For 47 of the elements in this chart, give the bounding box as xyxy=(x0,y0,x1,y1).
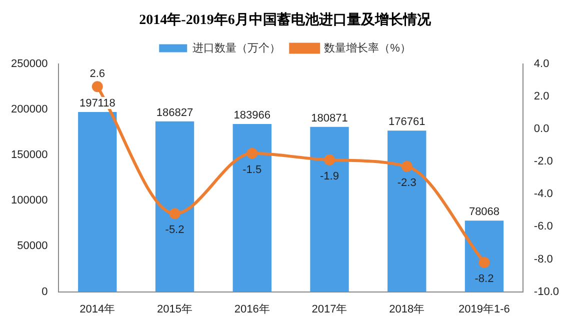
bar xyxy=(232,124,272,292)
bar xyxy=(155,121,194,292)
point xyxy=(324,154,335,166)
point xyxy=(246,148,258,159)
data-label: 180871 xyxy=(311,112,348,124)
y2-tick-label: -8.0 xyxy=(534,253,553,266)
y2-tick-label: -2.0 xyxy=(534,156,553,168)
y-tick-label: 50000 xyxy=(17,240,48,252)
y-tick-label: 250000 xyxy=(10,58,48,70)
point xyxy=(401,160,412,172)
data-label: 2.6 xyxy=(90,68,106,80)
data-label: 197118 xyxy=(79,98,116,110)
x-tick-label: 2016年 xyxy=(234,303,270,316)
y2-tick-label: -10.0 xyxy=(534,286,560,298)
y2-tick-label: 4.0 xyxy=(534,58,550,70)
data-label: -5.2 xyxy=(165,224,184,236)
data-label: -1.5 xyxy=(242,164,262,176)
x-tick-label: 2018年 xyxy=(389,303,425,316)
bar xyxy=(464,220,504,292)
y-tick-label: 150000 xyxy=(10,149,48,162)
y2-tick-label: 0.0 xyxy=(534,122,550,135)
chart-title: 2014年-2019年6月中国蓄电池进口量及增长情况 xyxy=(139,12,432,28)
x-tick-label: 2014年 xyxy=(80,303,116,316)
point xyxy=(478,256,490,268)
data-label: -2.3 xyxy=(397,176,416,189)
bar xyxy=(388,130,426,292)
data-label: -8.2 xyxy=(474,273,494,286)
y2-tick-label: 2.0 xyxy=(534,90,550,102)
y2-tick-label: -6.0 xyxy=(534,220,553,233)
y2-tick-label: -4.0 xyxy=(534,188,553,200)
y-tick-label: 200000 xyxy=(10,103,48,116)
point xyxy=(169,208,180,220)
y-tick-label: 100000 xyxy=(10,194,48,207)
data-label: 176761 xyxy=(388,116,426,128)
legend-label: 数量增长率（%） xyxy=(324,41,411,54)
x-tick-label: 2019年1-6 xyxy=(458,303,510,316)
legend-label: 进口数量（万个） xyxy=(192,41,281,54)
data-label: 78068 xyxy=(468,206,500,218)
data-label: 186827 xyxy=(156,106,194,119)
data-label: -1.9 xyxy=(320,170,339,182)
point xyxy=(92,81,103,92)
x-tick-label: 2017年 xyxy=(312,303,348,316)
x-tick-label: 2015年 xyxy=(157,303,193,316)
bar xyxy=(78,112,117,292)
data-label: 183966 xyxy=(234,110,270,122)
y-tick-label: 0 xyxy=(42,286,48,298)
bar xyxy=(310,126,349,292)
